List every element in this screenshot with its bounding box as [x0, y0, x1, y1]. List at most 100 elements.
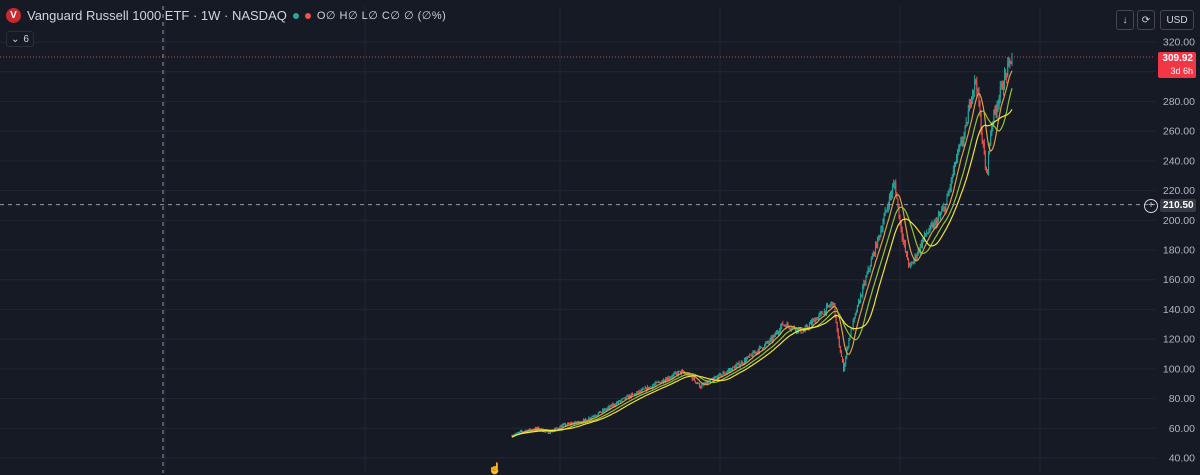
candle-body: [917, 249, 919, 255]
candle-body: [716, 376, 718, 378]
candle-body: [714, 377, 716, 379]
candle-body: [972, 92, 974, 100]
candle-body: [1004, 74, 1006, 88]
candle-body: [719, 373, 721, 375]
candle-body: [1008, 60, 1010, 64]
candle-body: [914, 255, 916, 260]
candle-body: [787, 324, 789, 327]
candle-body: [802, 331, 804, 333]
candle-body: [851, 328, 853, 330]
candle-body: [847, 346, 849, 350]
candle-body: [763, 347, 765, 349]
candle-body: [707, 381, 709, 384]
candle-body: [638, 391, 640, 393]
candle-body: [605, 409, 607, 410]
candle-body: [697, 382, 699, 384]
candle-body: [649, 386, 651, 389]
candle-body: [583, 419, 585, 420]
candle-body: [948, 189, 950, 195]
candle-body: [855, 312, 857, 314]
candle-body: [560, 426, 562, 428]
candle-body: [898, 205, 900, 219]
candle-body: [911, 262, 913, 265]
candle-body: [923, 238, 925, 241]
candle-body: [604, 409, 606, 411]
candle-body: [843, 361, 845, 371]
candle-body: [758, 347, 760, 353]
candle-body: [825, 306, 827, 314]
candle-body: [964, 126, 966, 134]
candle-body: [737, 363, 739, 365]
candle-body: [700, 386, 702, 388]
candle-body: [896, 194, 898, 199]
candle-body: [856, 304, 858, 313]
candle-body: [675, 372, 677, 374]
candle-body: [585, 419, 587, 420]
candle-body: [968, 102, 970, 112]
indicators-toggle[interactable]: ⌄ 6: [6, 31, 34, 47]
candle-body: [828, 305, 830, 307]
currency-select[interactable]: USD: [1160, 10, 1194, 30]
candle-body: [659, 382, 661, 384]
ma-slow-line: [511, 108, 1013, 438]
add-alert-icon[interactable]: +: [1144, 199, 1158, 213]
candle-body: [656, 382, 658, 383]
candle-body: [836, 322, 838, 330]
candle-body: [650, 386, 652, 388]
candle-body: [628, 395, 630, 399]
candle-body: [684, 373, 686, 374]
candle-body: [631, 393, 633, 395]
candle-body: [554, 429, 556, 430]
candle-body: [904, 244, 906, 252]
price-axis[interactable]: 40.00 60.00 80.00 100.00 120.00 140.00 160.00 1…: [1155, 0, 1200, 473]
candle-body: [912, 262, 914, 264]
candle-body: [909, 264, 911, 266]
candle-body: [669, 377, 671, 379]
candle-body: [853, 317, 855, 321]
refresh-button[interactable]: ⟳: [1137, 10, 1155, 30]
candle-body: [590, 417, 592, 419]
candle-body: [522, 431, 524, 433]
y-tick-label: 320.00: [1163, 37, 1195, 49]
candle-body: [674, 372, 676, 374]
y-tick-label: 200.00: [1163, 215, 1195, 227]
candle-body: [582, 419, 584, 423]
candle-body: [774, 334, 776, 335]
candle-body: [654, 384, 656, 385]
candle-body: [645, 387, 647, 391]
candle-body: [998, 96, 1000, 105]
download-button[interactable]: ↓: [1116, 10, 1134, 30]
candle-body: [848, 338, 850, 347]
candle-body: [827, 305, 829, 307]
candle-body: [589, 417, 591, 419]
candle-body: [740, 362, 742, 365]
candle-body: [570, 423, 572, 425]
candle-body: [973, 90, 975, 93]
candle-body: [736, 364, 738, 366]
candle-body: [752, 351, 754, 357]
candle-body: [565, 424, 567, 426]
candle-body: [871, 256, 873, 260]
candle-body: [888, 196, 890, 207]
candle-body: [781, 323, 783, 327]
candle-body: [555, 427, 557, 430]
candle-body: [816, 318, 818, 320]
candle-body: [566, 423, 568, 425]
candle-body: [591, 416, 593, 418]
candle-body: [749, 354, 751, 357]
candle-body: [925, 233, 927, 235]
candle-body: [620, 400, 622, 402]
candle-body: [974, 80, 976, 91]
candle-body: [869, 266, 871, 269]
symbol-title[interactable]: Vanguard Russell 1000 ETF · 1W · NASDAQ: [27, 8, 287, 23]
candle-body: [577, 421, 579, 423]
candle-body: [949, 187, 951, 190]
candle-body: [812, 320, 814, 324]
last-price-badge: 309.92 3d 6h: [1158, 52, 1196, 78]
candle-body: [876, 243, 878, 248]
candle-body: [931, 224, 933, 226]
candle-body: [647, 386, 649, 389]
candle-body: [624, 397, 626, 399]
y-tick-label: 280.00: [1163, 96, 1195, 108]
